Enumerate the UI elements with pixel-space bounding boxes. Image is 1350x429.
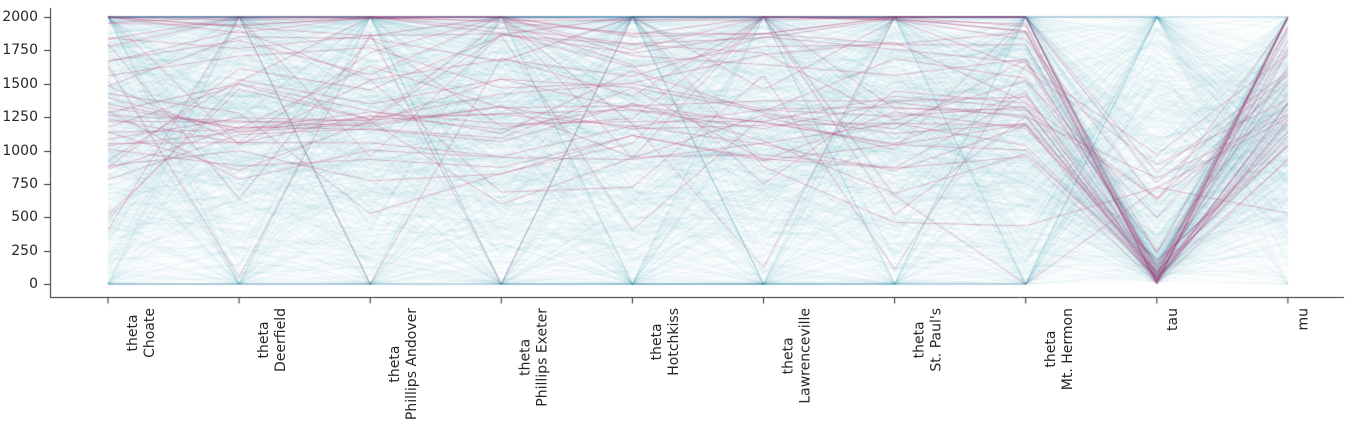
x-axis-label-theta-mt-hermon: theta Mt. Hermon — [1043, 308, 1077, 390]
x-axis-label-line: theta — [911, 321, 928, 359]
x-axis-label-line: mu — [1295, 308, 1312, 331]
y-tick-label-2000: 2000 — [2, 9, 38, 25]
y-tick-label-1500: 1500 — [2, 75, 38, 92]
x-axis-label-theta-phillips-exeter: theta Phillips Exeter — [518, 308, 552, 407]
x-axis-label-theta-phillips-andover: theta Phillips Andover — [387, 308, 421, 420]
x-axis-label-line: tau — [1165, 308, 1182, 331]
x-axis-label-line: theta — [1042, 330, 1059, 368]
y-tick-label-500: 500 — [11, 209, 38, 226]
x-axis-label-theta-st-pauls: theta St. Paul's — [911, 308, 945, 372]
x-axis-label-theta-choate: theta Choate — [125, 308, 159, 358]
x-axis-label-line: Mt. Hermon — [1059, 308, 1076, 391]
x-axis-label-line: Phillips Andover — [404, 308, 421, 421]
y-tick-label-0: 0 — [29, 276, 38, 292]
x-axis-label-line: Deerfield — [273, 308, 290, 372]
y-tick-label-1750: 1750 — [2, 42, 38, 59]
x-axis-label-line: Lawrenceville — [797, 308, 814, 404]
x-axis-label-theta-lawrenceville: theta Lawrenceville — [780, 308, 814, 404]
x-axis-label-theta-hotchkiss: theta Hotchkiss — [649, 308, 683, 376]
y-tick-label-1250: 1250 — [2, 109, 38, 126]
x-axis-label-line: theta — [124, 314, 141, 352]
x-axis-label-line: theta — [649, 323, 666, 361]
x-axis-label-tau: tau — [1165, 308, 1182, 331]
x-axis-label-theta-deerfield: theta Deerfield — [256, 308, 290, 372]
x-axis-label-line: Hotchkiss — [666, 308, 683, 376]
x-axis-label-line: theta — [780, 337, 797, 375]
x-axis-label-line: Phillips Exeter — [534, 308, 551, 407]
x-axis-label-line: Choate — [141, 308, 158, 358]
y-tick-label-250: 250 — [11, 242, 38, 259]
y-tick-label-750: 750 — [11, 175, 38, 192]
x-axis-label-line: theta — [387, 345, 404, 383]
x-axis-label-line: theta — [256, 321, 273, 359]
x-axis-label-mu: mu — [1296, 308, 1313, 331]
y-tick-label-1000: 1000 — [2, 142, 38, 159]
x-axis-label-line: St. Paul's — [928, 308, 945, 372]
x-axis-label-line: theta — [517, 338, 534, 376]
